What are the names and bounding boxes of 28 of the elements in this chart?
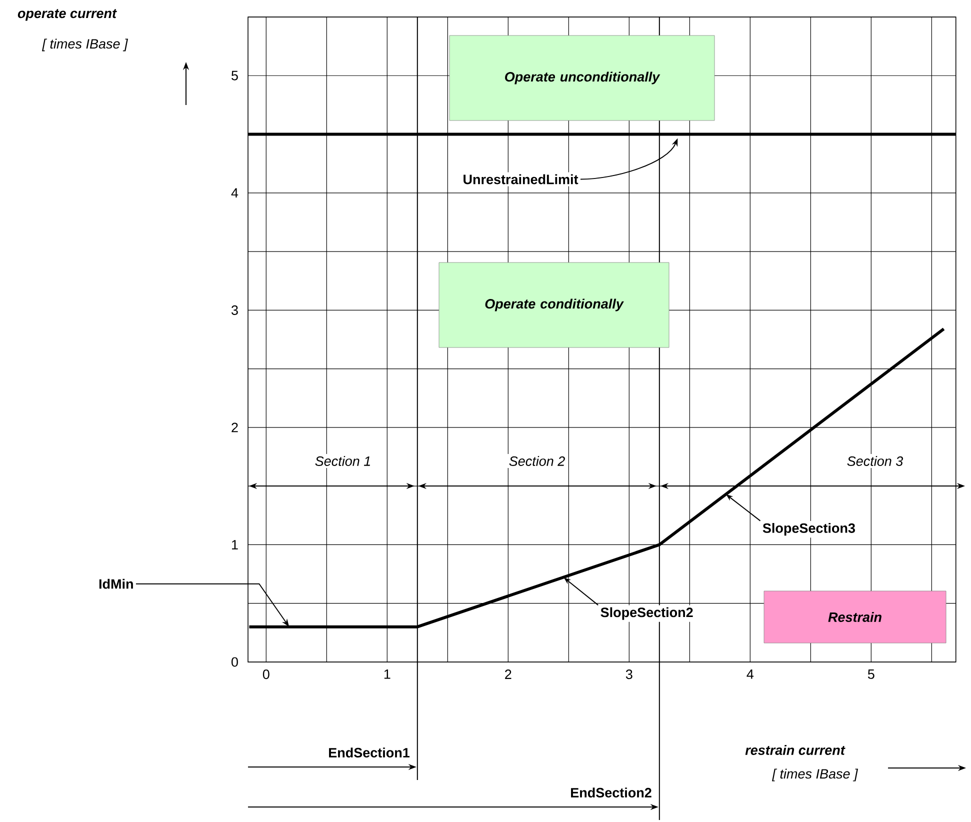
x-tick-label: 3 xyxy=(626,670,632,680)
y-tick-label: 5 xyxy=(232,70,238,80)
x-tick-label: 4 xyxy=(746,670,754,679)
y-tick-label: 4 xyxy=(231,188,238,198)
annotation: Section 3 xyxy=(847,456,904,466)
annotation: Operate unconditionally xyxy=(505,72,660,84)
annotation: Section 1 xyxy=(315,456,370,466)
text: operate current xyxy=(18,9,117,21)
y-tick-label: 3 xyxy=(231,305,238,315)
y-tick-label: 1 xyxy=(232,540,238,550)
annotation: IdMin xyxy=(99,578,133,589)
annotation: Section 2 xyxy=(509,456,565,466)
annotation: Restrain xyxy=(828,612,882,622)
y-tick-label: 2 xyxy=(232,422,238,432)
x-tick-label: 1 xyxy=(384,670,390,679)
annotation: SlopeSection2 xyxy=(600,607,693,620)
x-axis-title: restrain current xyxy=(745,745,846,755)
ref-line-label: EndSection1 xyxy=(329,748,410,758)
x-tick-label: 2 xyxy=(505,670,512,679)
x-tick-label: 0 xyxy=(262,670,270,680)
annotation: SlopeSection3 xyxy=(762,523,855,536)
ref-line-label: UnrestrainedLimit xyxy=(464,174,578,184)
text: [ times IBase ] xyxy=(772,768,858,782)
text: [ times IBase ] xyxy=(42,38,128,52)
x-tick-label: 5 xyxy=(868,670,874,679)
annotation: Operate conditionally xyxy=(485,298,624,312)
ref-line-label: EndSection2 xyxy=(571,788,652,798)
y-tick-label: 0 xyxy=(232,657,238,667)
